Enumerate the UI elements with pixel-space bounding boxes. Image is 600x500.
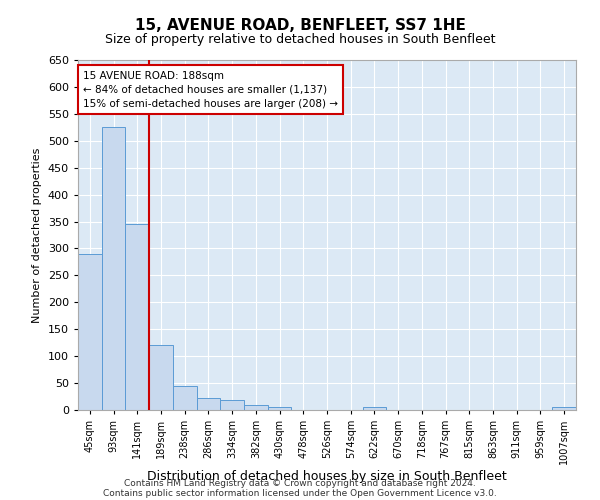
Bar xyxy=(149,346,173,410)
Bar xyxy=(78,254,102,410)
Text: Size of property relative to detached houses in South Benfleet: Size of property relative to detached ho… xyxy=(105,32,495,46)
Bar xyxy=(220,400,244,410)
Y-axis label: Number of detached properties: Number of detached properties xyxy=(32,148,42,322)
Bar xyxy=(268,408,292,410)
Bar xyxy=(102,128,125,410)
Text: 15 AVENUE ROAD: 188sqm
← 84% of detached houses are smaller (1,137)
15% of semi-: 15 AVENUE ROAD: 188sqm ← 84% of detached… xyxy=(83,70,338,108)
Bar xyxy=(244,404,268,410)
Text: 15, AVENUE ROAD, BENFLEET, SS7 1HE: 15, AVENUE ROAD, BENFLEET, SS7 1HE xyxy=(134,18,466,32)
Text: Contains public sector information licensed under the Open Government Licence v3: Contains public sector information licen… xyxy=(103,488,497,498)
Bar xyxy=(173,386,197,410)
Bar xyxy=(125,224,149,410)
X-axis label: Distribution of detached houses by size in South Benfleet: Distribution of detached houses by size … xyxy=(147,470,507,483)
Bar xyxy=(552,408,576,410)
Bar xyxy=(197,398,220,410)
Bar xyxy=(362,408,386,410)
Text: Contains HM Land Registry data © Crown copyright and database right 2024.: Contains HM Land Registry data © Crown c… xyxy=(124,478,476,488)
